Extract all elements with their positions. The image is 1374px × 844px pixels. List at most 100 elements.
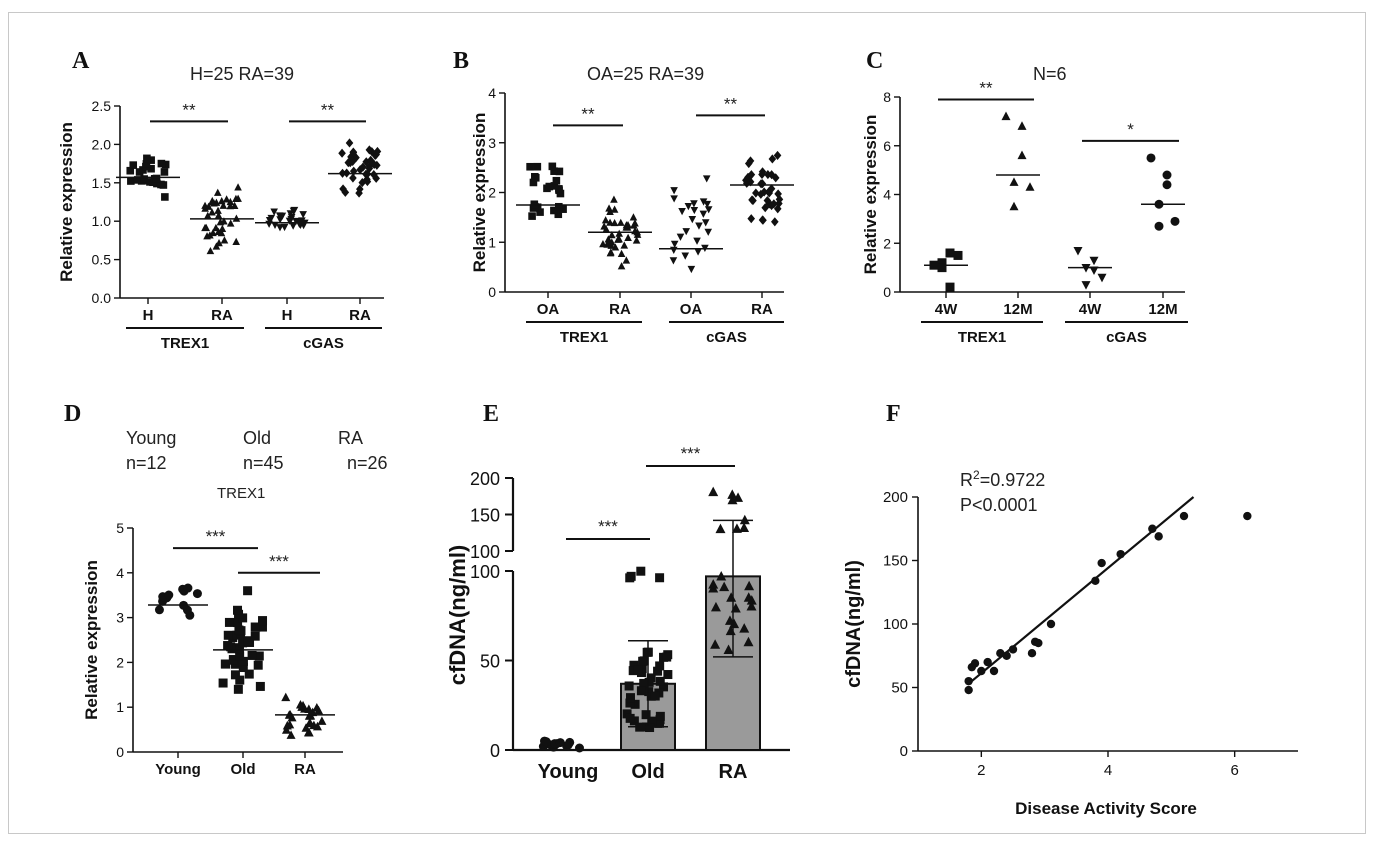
- data-point: [758, 179, 767, 189]
- y-tick-label: 5: [116, 520, 124, 536]
- data-point: [154, 605, 164, 615]
- panel-b-label: B: [453, 48, 469, 74]
- panel-d-title: TREX1: [217, 485, 265, 502]
- data-point: [733, 492, 744, 502]
- data-point: [1243, 511, 1252, 521]
- data-point: [625, 698, 635, 708]
- data-point: [1091, 576, 1100, 586]
- x-tick-label: Young: [538, 761, 599, 783]
- data-point: [610, 205, 619, 213]
- data-point: [641, 710, 651, 720]
- data-point: [301, 723, 311, 732]
- data-point: [731, 523, 742, 533]
- x-tick-label: 12M: [1148, 301, 1177, 318]
- data-point: [607, 248, 615, 256]
- data-point: [212, 223, 220, 232]
- data-point: [1089, 256, 1099, 266]
- y-axis-label: cfDNA(ng/ml): [445, 545, 470, 686]
- data-point: [257, 622, 267, 632]
- y-tick-label: 0: [490, 741, 500, 761]
- x-tick-label: 4W: [935, 301, 958, 318]
- y-tick-label: 8: [883, 89, 891, 105]
- significance-label: **: [979, 78, 993, 97]
- group-label: cGAS: [303, 335, 344, 352]
- data-point: [1046, 619, 1056, 629]
- data-point: [215, 238, 223, 247]
- data-point: [767, 170, 776, 180]
- data-point: [312, 702, 322, 712]
- data-point: [275, 212, 284, 220]
- significance-label: ***: [681, 444, 701, 463]
- data-point: [727, 489, 738, 499]
- data-point: [996, 649, 1005, 658]
- data-point: [209, 228, 217, 237]
- data-point: [629, 213, 638, 221]
- data-point: [739, 522, 750, 533]
- data-point: [244, 669, 254, 679]
- data-point: [238, 636, 248, 646]
- data-point: [746, 156, 755, 166]
- data-point: [1073, 246, 1083, 256]
- data-point: [625, 713, 635, 723]
- x-tick-label: 4W: [1079, 301, 1102, 318]
- data-point: [1170, 216, 1180, 226]
- data-point: [528, 212, 536, 220]
- data-point: [659, 682, 669, 692]
- data-point: [281, 725, 291, 734]
- data-point: [226, 219, 235, 227]
- data-point: [644, 677, 654, 687]
- y-axis-label: Relative expression: [82, 560, 101, 720]
- data-point: [970, 659, 980, 668]
- data-point: [254, 651, 264, 661]
- data-point: [761, 203, 770, 213]
- data-point: [655, 718, 665, 728]
- data-point: [684, 203, 693, 211]
- panel-d: D Young Old RA n=12 n=45 n=26 TREX1 0 1 2 3…: [64, 401, 388, 778]
- x-tick-label: Old: [231, 761, 256, 778]
- x-tick-label: 6: [1230, 762, 1238, 779]
- data-point: [617, 249, 626, 257]
- panel-d-label: D: [64, 401, 81, 427]
- data-point: [670, 195, 678, 203]
- significance-label: ***: [598, 517, 618, 536]
- data-point: [767, 184, 776, 194]
- data-point: [670, 187, 678, 195]
- data-point: [202, 223, 210, 232]
- y-tick-label: 1.0: [92, 213, 112, 229]
- data-point: [1008, 645, 1018, 654]
- data-point: [758, 215, 767, 225]
- data-point: [687, 265, 696, 274]
- data-point: [742, 175, 750, 185]
- data-point: [1179, 511, 1189, 521]
- data-point: [208, 196, 217, 205]
- data-point: [232, 214, 241, 222]
- data-point: [270, 208, 278, 216]
- data-point: [617, 262, 626, 270]
- data-point: [250, 622, 260, 632]
- data-point: [763, 195, 772, 206]
- data-point: [681, 252, 690, 260]
- data-point: [362, 157, 371, 167]
- data-point: [233, 605, 243, 615]
- data-point: [147, 156, 155, 164]
- data-point: [258, 616, 268, 626]
- data-point: [243, 586, 253, 596]
- data-point: [183, 583, 193, 593]
- data-point: [201, 201, 209, 209]
- data-point: [253, 660, 263, 670]
- data-point: [160, 168, 169, 176]
- data-point: [226, 197, 235, 206]
- x-tick-label: 4: [1104, 762, 1112, 779]
- data-point: [234, 194, 242, 202]
- data-point: [744, 172, 752, 182]
- x-tick-label: RA: [719, 761, 748, 783]
- y-tick-label: 0: [488, 284, 496, 300]
- y-tick-label: 100: [470, 542, 500, 562]
- panel-d-group-young-n: n=12: [126, 453, 167, 473]
- data-point: [615, 229, 624, 237]
- data-point: [739, 623, 750, 633]
- data-point: [1154, 532, 1163, 541]
- data-point: [247, 650, 257, 660]
